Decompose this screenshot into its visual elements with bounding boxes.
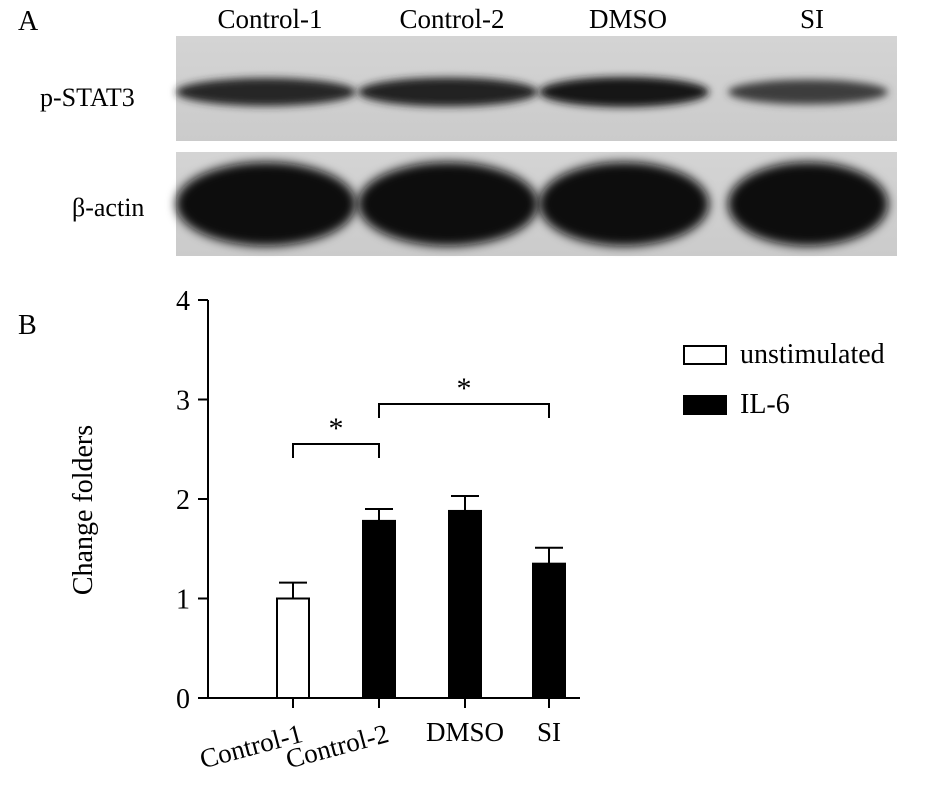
western-blot: Control-1 Control-2 DMSO SI p-STAT3 β-actin: [40, 4, 897, 256]
bar-control-1: [276, 597, 310, 699]
x-tick-label: DMSO: [426, 717, 504, 747]
legend-label: unstimulated: [740, 339, 885, 370]
blot-band: [728, 79, 888, 105]
lane-label: DMSO: [589, 4, 667, 34]
blot-band: [358, 162, 538, 246]
significance-bracket: [378, 403, 550, 418]
y-tick-label: 4: [176, 286, 190, 317]
y-tick-label: 3: [176, 386, 190, 417]
blot-band: [358, 77, 538, 107]
lane-label: Control-2: [400, 4, 505, 34]
legend-swatch: [683, 345, 727, 365]
legend-label: IL-6: [740, 389, 790, 420]
blot-band: [539, 162, 709, 246]
significance-bracket: [292, 443, 380, 458]
lane-labels: Control-1 Control-2 DMSO SI: [218, 4, 825, 34]
bar-si: [532, 562, 566, 699]
y-tick-label: 2: [176, 485, 190, 516]
blot-band: [539, 77, 709, 107]
legend-swatch: [683, 395, 727, 415]
x-tick-label: SI: [537, 717, 561, 747]
significance-star: *: [329, 412, 344, 445]
blot-band: [176, 78, 356, 106]
y-axis-label: Change folders: [68, 425, 99, 595]
lane-label: SI: [800, 4, 824, 34]
y-tick-label: 0: [176, 684, 190, 715]
row-label-actin: β-actin: [72, 193, 144, 222]
panel-b-label: B: [18, 310, 37, 341]
significance-star: *: [457, 372, 472, 405]
bar-dmso: [448, 509, 482, 699]
lane-label: Control-1: [218, 4, 323, 34]
y-tick-label: 1: [176, 585, 190, 616]
panel-a-label: A: [18, 6, 39, 37]
blot-band: [176, 162, 356, 246]
legend: unstimulated IL-6: [683, 339, 885, 420]
blot-band: [728, 162, 888, 246]
row-label-pstat3: p-STAT3: [40, 83, 135, 112]
bar-control-2: [362, 519, 396, 700]
